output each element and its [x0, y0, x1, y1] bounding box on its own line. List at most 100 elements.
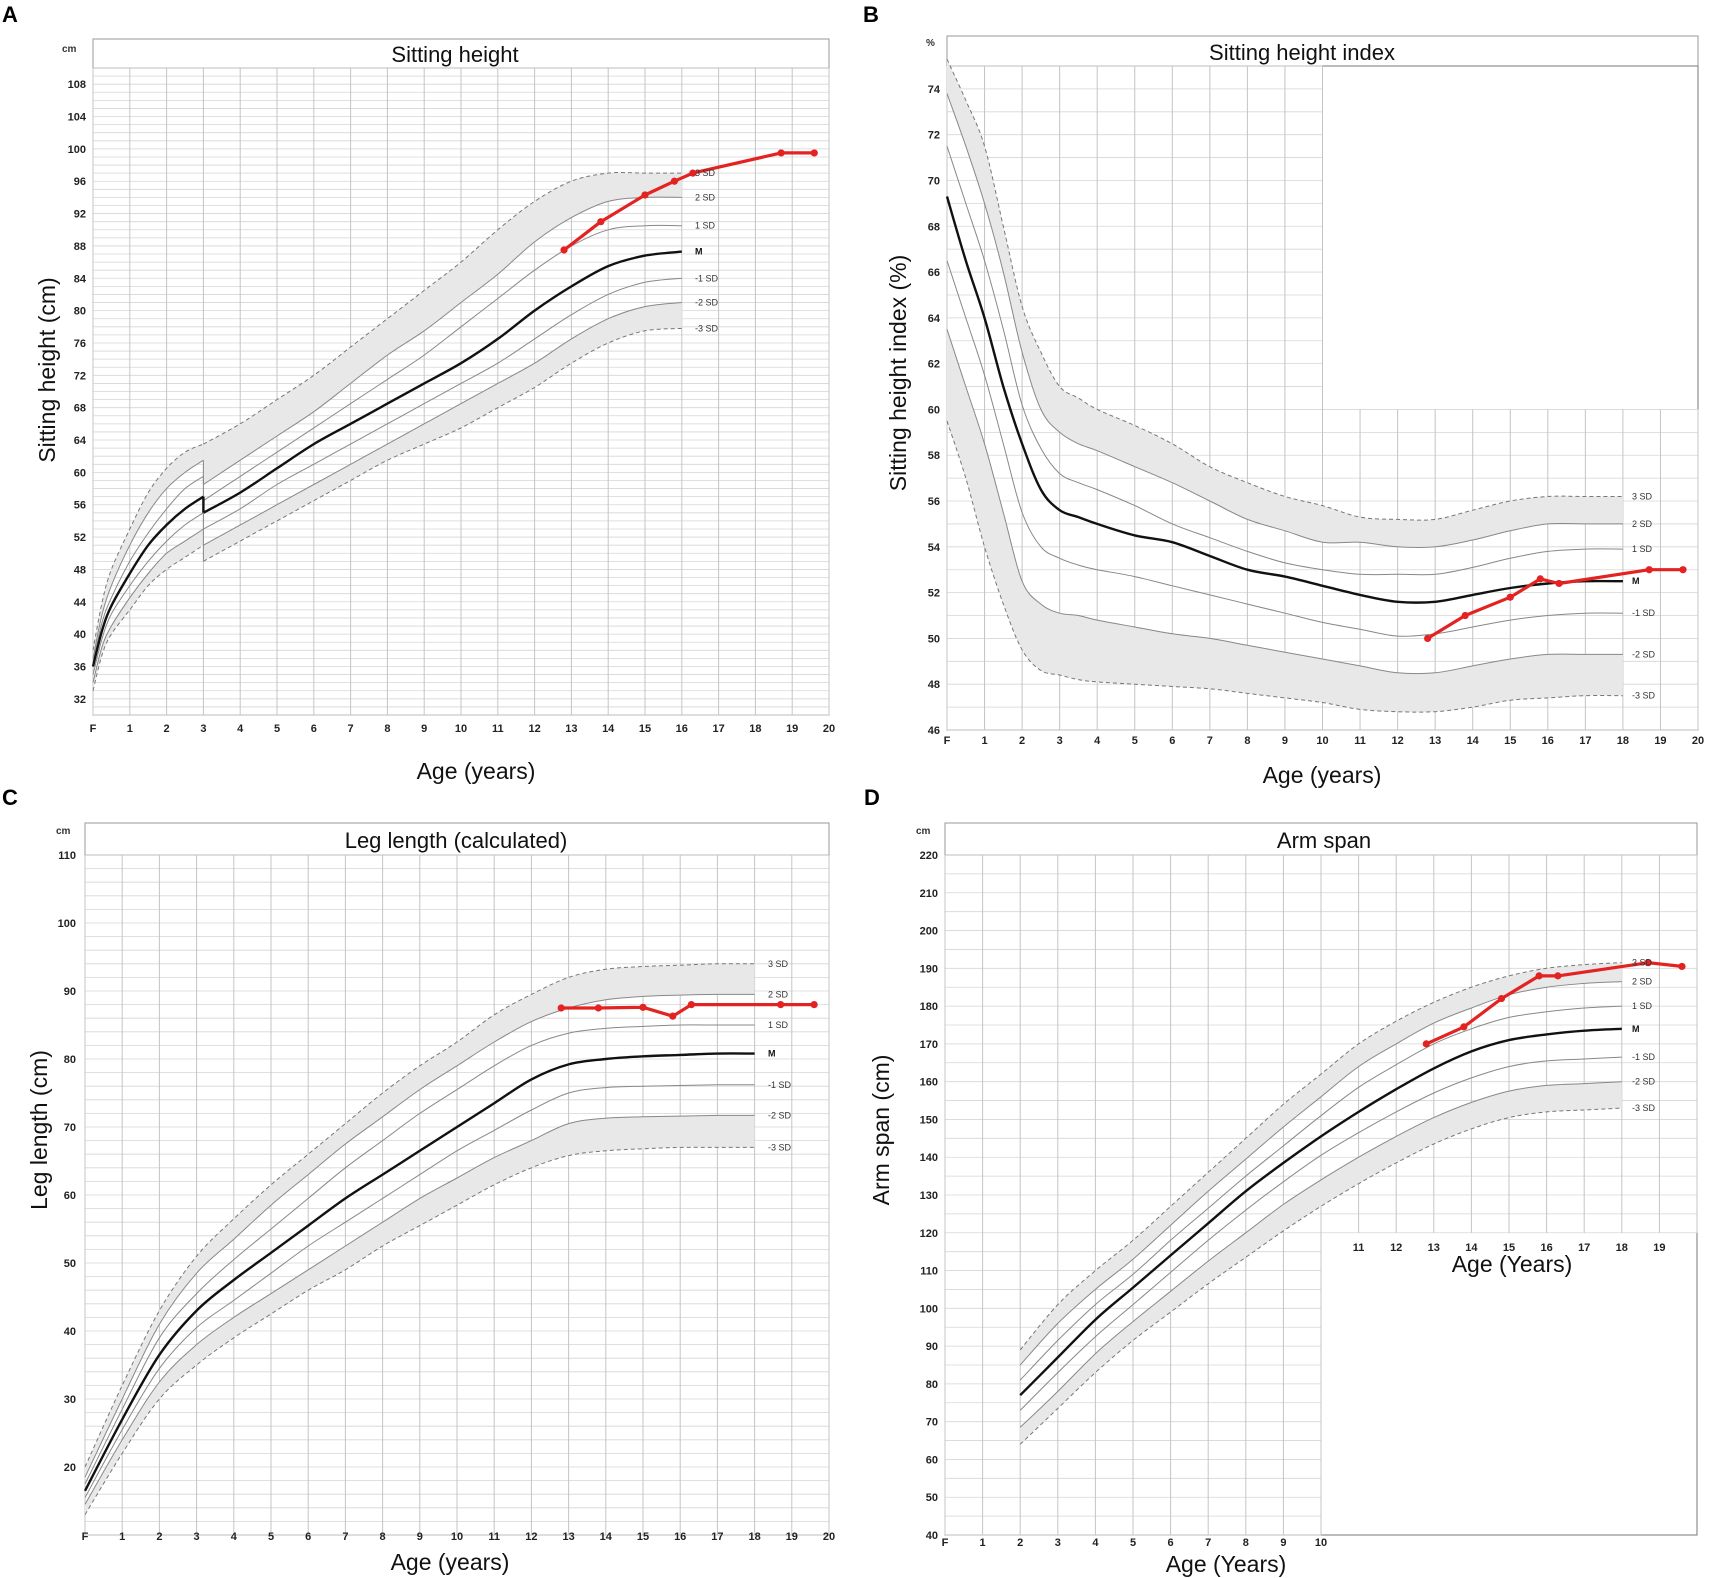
- y-tick-label: 62: [928, 359, 940, 371]
- chart-title-c: Leg length (calculated): [345, 828, 568, 853]
- sd-label: -1 SD: [1632, 1052, 1656, 1062]
- patient-point: [1554, 972, 1562, 980]
- sd-curve: [1019, 1027, 1622, 1397]
- y-ticks-c: 20 30 40 50 60 70 80 90 100 110: [58, 850, 76, 1474]
- panel-a: A Sitting height cm 32364044485256606468…: [2, 2, 835, 784]
- y-tick-label: 100: [920, 1303, 938, 1315]
- sd-curve: [1019, 962, 1622, 1351]
- sd-curve: [202, 250, 682, 514]
- y-tick-label: 100: [58, 918, 76, 930]
- x-tick-label: 2: [1019, 735, 1025, 747]
- x-tick-label: 9: [1282, 735, 1288, 747]
- y-tick-label: 68: [928, 221, 940, 233]
- sd-band: [85, 963, 755, 1478]
- y-tick-label: 66: [928, 267, 940, 279]
- sd-curve: [1019, 981, 1622, 1366]
- sd-label: 2 SD: [1632, 519, 1653, 529]
- sd-label: -1 SD: [768, 1080, 792, 1090]
- patient-series-a: [560, 149, 818, 254]
- x-tick-label-inner: 16: [1540, 1242, 1552, 1254]
- y-tick-label: 72: [928, 130, 940, 142]
- sd-curve: [1019, 1056, 1622, 1411]
- x-tick-label: 6: [305, 1531, 311, 1543]
- x-tick-label-inner: 15: [1503, 1242, 1515, 1254]
- sd-curve: [92, 459, 204, 659]
- title-bar-a: [92, 38, 830, 69]
- patient-point: [670, 177, 679, 185]
- y-tick-label: 54: [928, 542, 941, 554]
- x-tick-label: 10: [1315, 1537, 1327, 1549]
- y-tick-label: 150: [920, 1114, 938, 1126]
- chart-title-a: Sitting height: [391, 42, 518, 67]
- x-tick-label: 17: [711, 1531, 723, 1543]
- sd-labels-a: 3 SD 2 SD 1 SD M -1 SD -2 SD -3 SD: [695, 168, 719, 333]
- sd-label: 1 SD: [1632, 544, 1653, 554]
- sd-band: [947, 59, 1623, 548]
- x-tick-label: 11: [492, 723, 504, 735]
- x-tick-label: 15: [637, 1531, 649, 1543]
- x-ticks-inner-d: 11 12 13 14 15 16 17 18 19: [1353, 1242, 1666, 1254]
- x-tick-label: 13: [1429, 735, 1441, 747]
- y-tick-label: 40: [64, 1326, 76, 1338]
- y-tick-label: 108: [68, 79, 86, 91]
- patient-point: [687, 1001, 695, 1009]
- y-tick-label: 200: [920, 926, 938, 938]
- sd-label: -2 SD: [695, 298, 719, 308]
- patient-point: [1679, 566, 1687, 574]
- x-tick-label: 1: [980, 1537, 986, 1549]
- y-tick-label: 90: [926, 1341, 938, 1353]
- x-tick-label: 10: [451, 1531, 463, 1543]
- x-tick-label: 3: [194, 1531, 200, 1543]
- x-ticks-b: F 1 2 3 4 5 6 7 8 9 10 11 12 13 14 15 16 17 18 19 20: [944, 735, 1704, 747]
- patient-point: [689, 169, 697, 177]
- x-tick-label: 8: [1244, 735, 1250, 747]
- patient-point: [777, 149, 785, 157]
- y-tick-label: 50: [64, 1258, 76, 1270]
- patient-point: [1645, 566, 1653, 574]
- sd-curve: [84, 1084, 755, 1498]
- y-tick-label: 50: [928, 633, 940, 645]
- x-tick-label: 12: [528, 723, 540, 735]
- sd-curve: [946, 58, 1623, 521]
- x-tick-label: 13: [565, 723, 577, 735]
- x-tick-label: 19: [1654, 735, 1666, 747]
- y-tick-label: 52: [928, 588, 940, 600]
- patient-point: [1424, 634, 1432, 643]
- sd-label: 1 SD: [1632, 1001, 1653, 1011]
- title-bar-b: [946, 35, 1699, 67]
- sd-curve: [84, 1114, 755, 1505]
- y-tick-label: 60: [64, 1190, 76, 1202]
- x-tick-label: 1: [127, 723, 133, 735]
- x-tick-label-inner: 17: [1578, 1242, 1590, 1254]
- x-tick-label: 18: [1617, 735, 1629, 747]
- y-tick-label: 50: [926, 1492, 938, 1504]
- patient-point: [1555, 579, 1563, 588]
- x-tick-label: 16: [674, 1531, 686, 1543]
- x-tick-label: F: [82, 1531, 89, 1543]
- x-tick-label: 7: [1207, 735, 1213, 747]
- reference-curves-d: [1019, 962, 1622, 1445]
- sd-curve: [946, 145, 1623, 576]
- sd-curve: [84, 1024, 755, 1485]
- sd-labels-c: 3 SD 2 SD 1 SD M -1 SD -2 SD -3 SD: [768, 959, 792, 1153]
- x-tick-label: 4: [237, 723, 244, 735]
- x-tick-label: 15: [1504, 735, 1516, 747]
- sd-curve: [92, 443, 204, 651]
- x-tick-label: 1: [981, 735, 987, 747]
- x-tick-label: 2: [164, 723, 170, 735]
- patient-point: [1497, 994, 1506, 1003]
- y-tick-label: 64: [928, 313, 941, 325]
- sd-label: -1 SD: [1632, 608, 1656, 618]
- sd-curve: [946, 329, 1623, 675]
- patient-point: [1461, 611, 1469, 620]
- patient-point: [639, 1003, 647, 1011]
- sd-label: M: [695, 247, 703, 257]
- y-tick-label: 88: [74, 241, 86, 253]
- patient-series-b: [1424, 566, 1687, 643]
- y-tick-label: 40: [74, 629, 86, 641]
- y-tick-label: 60: [928, 404, 940, 416]
- x-tick-label: 19: [786, 723, 798, 735]
- x-tick-label: 2: [156, 1531, 162, 1543]
- sd-labels-b: 3 SD 2 SD 1 SD M -1 SD -2 SD -3 SD: [1632, 491, 1656, 700]
- y-tick-label: 46: [928, 725, 940, 737]
